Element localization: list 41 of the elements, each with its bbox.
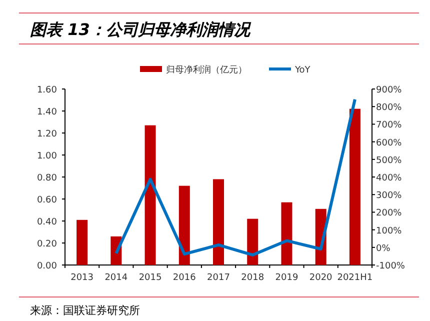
- x-tick-label: 2017: [207, 273, 230, 283]
- y2-tick-label: 100%: [376, 226, 402, 236]
- bar: [178, 186, 190, 265]
- y2-tick-label: 800%: [376, 103, 402, 114]
- x-tick-label: 2020: [309, 273, 333, 283]
- y2-tick-label: 400%: [376, 174, 402, 184]
- x-tick-label: 2014: [104, 273, 128, 283]
- y-tick-label: 0.40: [36, 218, 58, 228]
- y-tick-label: 0.20: [36, 240, 58, 250]
- y-tick-label: 1.00: [36, 152, 58, 162]
- legend-label: YoY: [294, 66, 311, 76]
- y2-tick-label: 900%: [376, 86, 402, 96]
- bar: [76, 220, 88, 265]
- y-tick-label: 0.00: [36, 262, 58, 272]
- bar: [247, 218, 258, 265]
- y2-tick-label: 0%: [376, 244, 391, 254]
- x-tick-label: 2013: [70, 273, 94, 283]
- y2-tick-label: 500%: [376, 156, 402, 166]
- x-tick-label: 2015: [138, 273, 162, 283]
- y2-tick-label: -100%: [376, 262, 406, 272]
- x-tick-label: 2019: [275, 273, 298, 283]
- y-tick-label: 0.80: [36, 174, 58, 184]
- x-tick-label: 2018: [241, 273, 264, 283]
- y-tick-label: 1.20: [36, 130, 58, 140]
- y-tick-label: 1.40: [36, 108, 58, 118]
- x-tick-label: 2021H1: [337, 273, 373, 283]
- bar: [213, 179, 224, 265]
- chart-title: 图表 13：公司归母净利润情况: [30, 20, 252, 39]
- bar: [349, 108, 360, 265]
- y2-tick-label: 300%: [376, 191, 402, 202]
- y-tick-label: 0.60: [36, 196, 58, 206]
- line-series: [114, 98, 356, 256]
- x-tick-label: 2016: [172, 273, 196, 283]
- y2-tick-label: 200%: [376, 208, 402, 219]
- y-tick-label: 1.60: [36, 86, 58, 96]
- source-note: 来源：国联证券研究所: [30, 304, 140, 317]
- legend-label: 归母净利润（亿元）: [166, 64, 247, 76]
- bar: [144, 125, 156, 265]
- y2-tick-label: 700%: [376, 120, 402, 131]
- y2-tick-label: 600%: [376, 138, 402, 148]
- bar: [281, 202, 292, 265]
